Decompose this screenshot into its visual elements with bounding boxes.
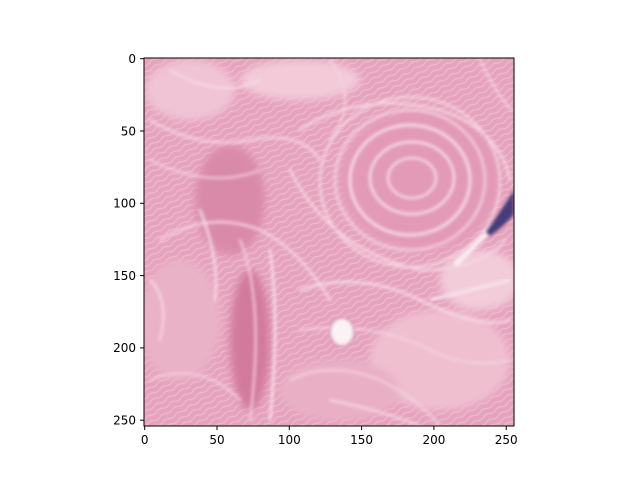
- x-tick-label: 100: [278, 433, 301, 447]
- x-tick-label: 250: [495, 433, 518, 447]
- y-tick-label: 50: [121, 124, 136, 138]
- x-axis: [144, 426, 507, 430]
- y-tick-label: 250: [113, 414, 136, 428]
- x-tick-label: 50: [209, 433, 224, 447]
- y-tick-label: 100: [113, 197, 136, 211]
- tissue-image: [144, 58, 514, 426]
- y-tick-label: 0: [128, 52, 136, 66]
- y-tick-label: 150: [113, 269, 136, 283]
- axes-frame: [143, 57, 515, 427]
- x-tick-label: 0: [141, 433, 149, 447]
- x-tick-label: 200: [422, 433, 445, 447]
- y-axis: [140, 58, 144, 421]
- x-tick-label: 150: [350, 433, 373, 447]
- y-tick-label: 200: [113, 341, 136, 355]
